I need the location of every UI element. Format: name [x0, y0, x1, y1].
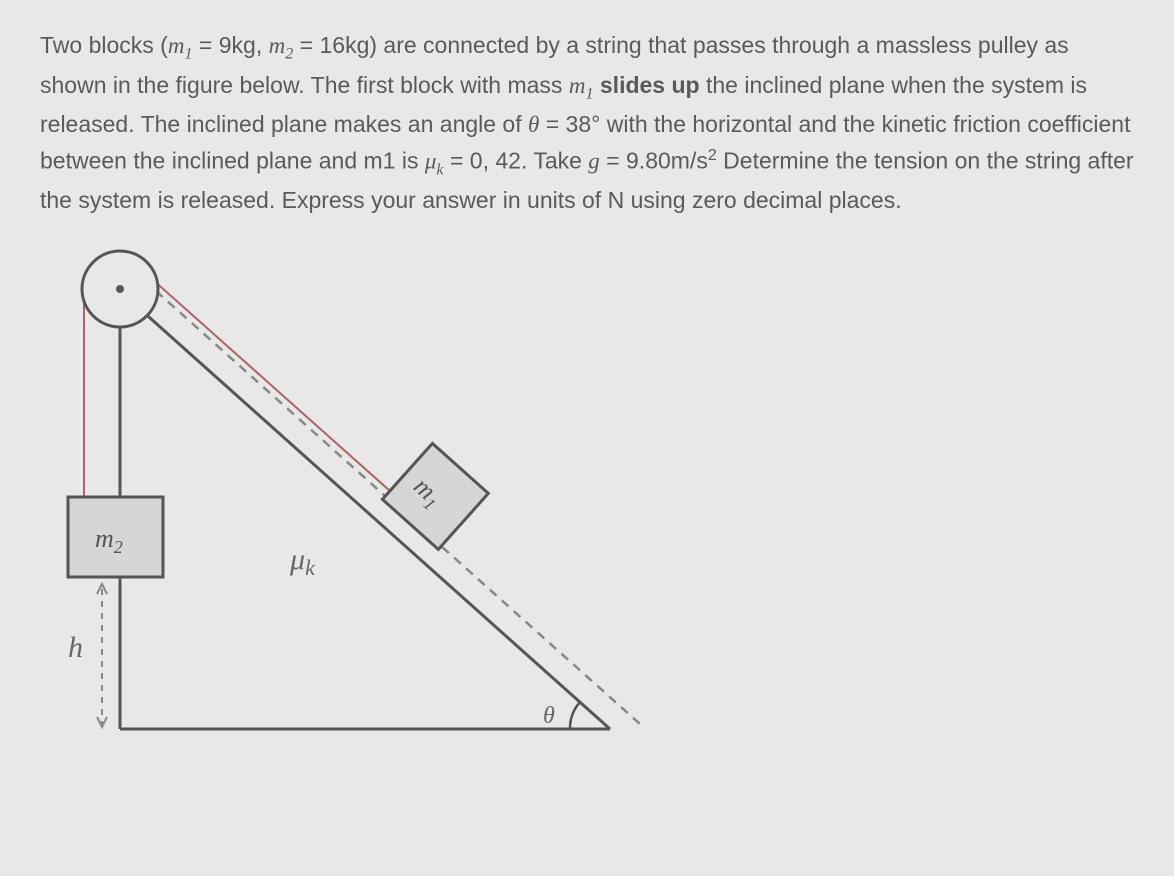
var-m1: m [168, 33, 185, 58]
text-part: Two blocks ( [40, 32, 168, 58]
equals: = [444, 147, 470, 173]
diagram-svg: m2 m1 μk h θ [40, 239, 660, 779]
comma: , [256, 32, 269, 58]
problem-statement: Two blocks (m1 = 9kg, m2 = 16kg) are con… [40, 28, 1134, 219]
equals: = [293, 32, 319, 58]
sub-1-b: 1 [585, 85, 593, 102]
label-theta: θ [543, 703, 555, 729]
val-theta: 38° [566, 111, 601, 137]
equals: = [600, 147, 626, 173]
var-m1-b: m [569, 73, 586, 98]
block-m1-group: m1 [382, 443, 488, 549]
bold-slides-up: slides up [594, 72, 700, 98]
label-h: h [68, 631, 83, 664]
equals: = [539, 111, 565, 137]
physics-diagram: m2 m1 μk h θ [40, 239, 660, 779]
val-m2: 16kg [319, 32, 369, 58]
angle-arc [570, 702, 580, 729]
var-mu: μ [425, 148, 437, 173]
label-mu-k: μk [289, 543, 316, 580]
equals: = [193, 32, 219, 58]
val-mu: 0, 42 [470, 147, 521, 173]
sup-2: 2 [708, 146, 717, 164]
incline-surface-edge [140, 309, 610, 729]
string-to-m1 [152, 279, 390, 491]
sub-1: 1 [184, 46, 192, 63]
var-m2: m [269, 33, 286, 58]
text-part: . Take [521, 147, 588, 173]
sub-k: k [436, 161, 443, 178]
var-theta: θ [528, 112, 539, 137]
pulley-axle [116, 285, 124, 293]
var-g: g [588, 148, 600, 173]
val-g: 9.80m/s [626, 147, 708, 173]
val-m1: 9kg [219, 32, 256, 58]
